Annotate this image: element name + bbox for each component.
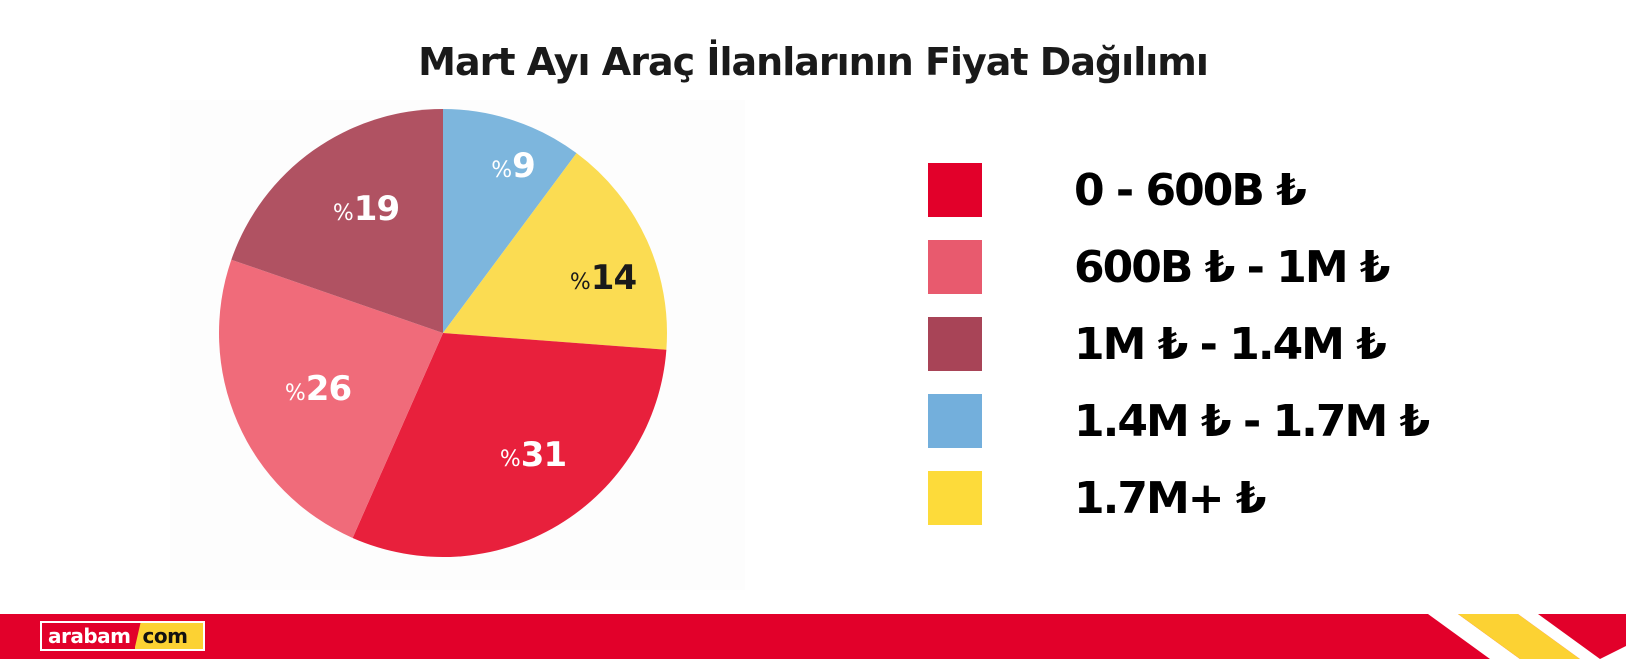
slice-value: 31 [520,435,567,475]
legend-label: 1.4M ₺ - 1.7M ₺ [1074,395,1430,447]
legend-label: 600B ₺ - 1M ₺ [1074,241,1391,293]
chart-title: Mart Ayı Araç İlanlarının Fiyat Dağılımı [418,40,1209,84]
slice-value: 9 [512,146,536,186]
legend-swatch [928,240,982,294]
pie-slice-600b-1m [218,259,443,538]
percent-sign: % [332,201,354,226]
slice-label-600b-1m: %26 [284,369,352,409]
chart-legend: 0 - 600B ₺ 600B ₺ - 1M ₺ 1M ₺ - 1.4M ₺ 1… [928,163,1430,548]
percent-sign: % [499,447,521,472]
footer-bar: arabam com [0,614,1626,659]
legend-label: 0 - 600B ₺ [1074,164,1307,216]
pie-slice-1-7m- [443,153,667,350]
percent-sign: % [491,158,513,183]
slice-label-1-7m-plus: %14 [569,258,637,298]
arabam-logo[interactable]: arabam com [40,621,205,651]
slice-label-0-600b: %31 [499,435,567,475]
legend-item-1-4m-1-7m: 1.4M ₺ - 1.7M ₺ [928,394,1430,448]
slice-value: 14 [590,258,637,298]
pie-slice-1-4m-1-7m [443,109,577,333]
percent-sign: % [284,381,306,406]
legend-swatch [928,163,982,217]
slice-value: 26 [305,369,352,409]
slice-label-1m-1-4m: %19 [332,189,400,229]
legend-swatch [928,471,982,525]
decorative-stripes-icon [1428,614,1626,659]
logo-text-arabam: arabam [42,623,135,649]
pie-chart: %9 %14 %31 %26 %19 [170,100,745,590]
legend-item-0-600b: 0 - 600B ₺ [928,163,1428,217]
logo-text-com: com [134,623,203,649]
legend-item-1-7m-plus: 1.7M+ ₺ [928,471,1428,525]
legend-swatch [928,317,982,371]
legend-label: 1M ₺ - 1.4M ₺ [1074,318,1387,370]
slice-value: 19 [353,189,400,229]
legend-swatch [928,394,982,448]
pie-chart-svg [218,109,667,557]
legend-label: 1.7M+ ₺ [1074,472,1267,524]
pie-slice-1m-1-4m [231,109,443,333]
legend-item-600b-1m: 600B ₺ - 1M ₺ [928,240,1428,294]
percent-sign: % [569,270,591,295]
slice-label-1-4m-1-7m: %9 [491,146,536,186]
pie-slice-0-600b [352,333,667,557]
legend-item-1m-1-4m: 1M ₺ - 1.4M ₺ [928,317,1428,371]
